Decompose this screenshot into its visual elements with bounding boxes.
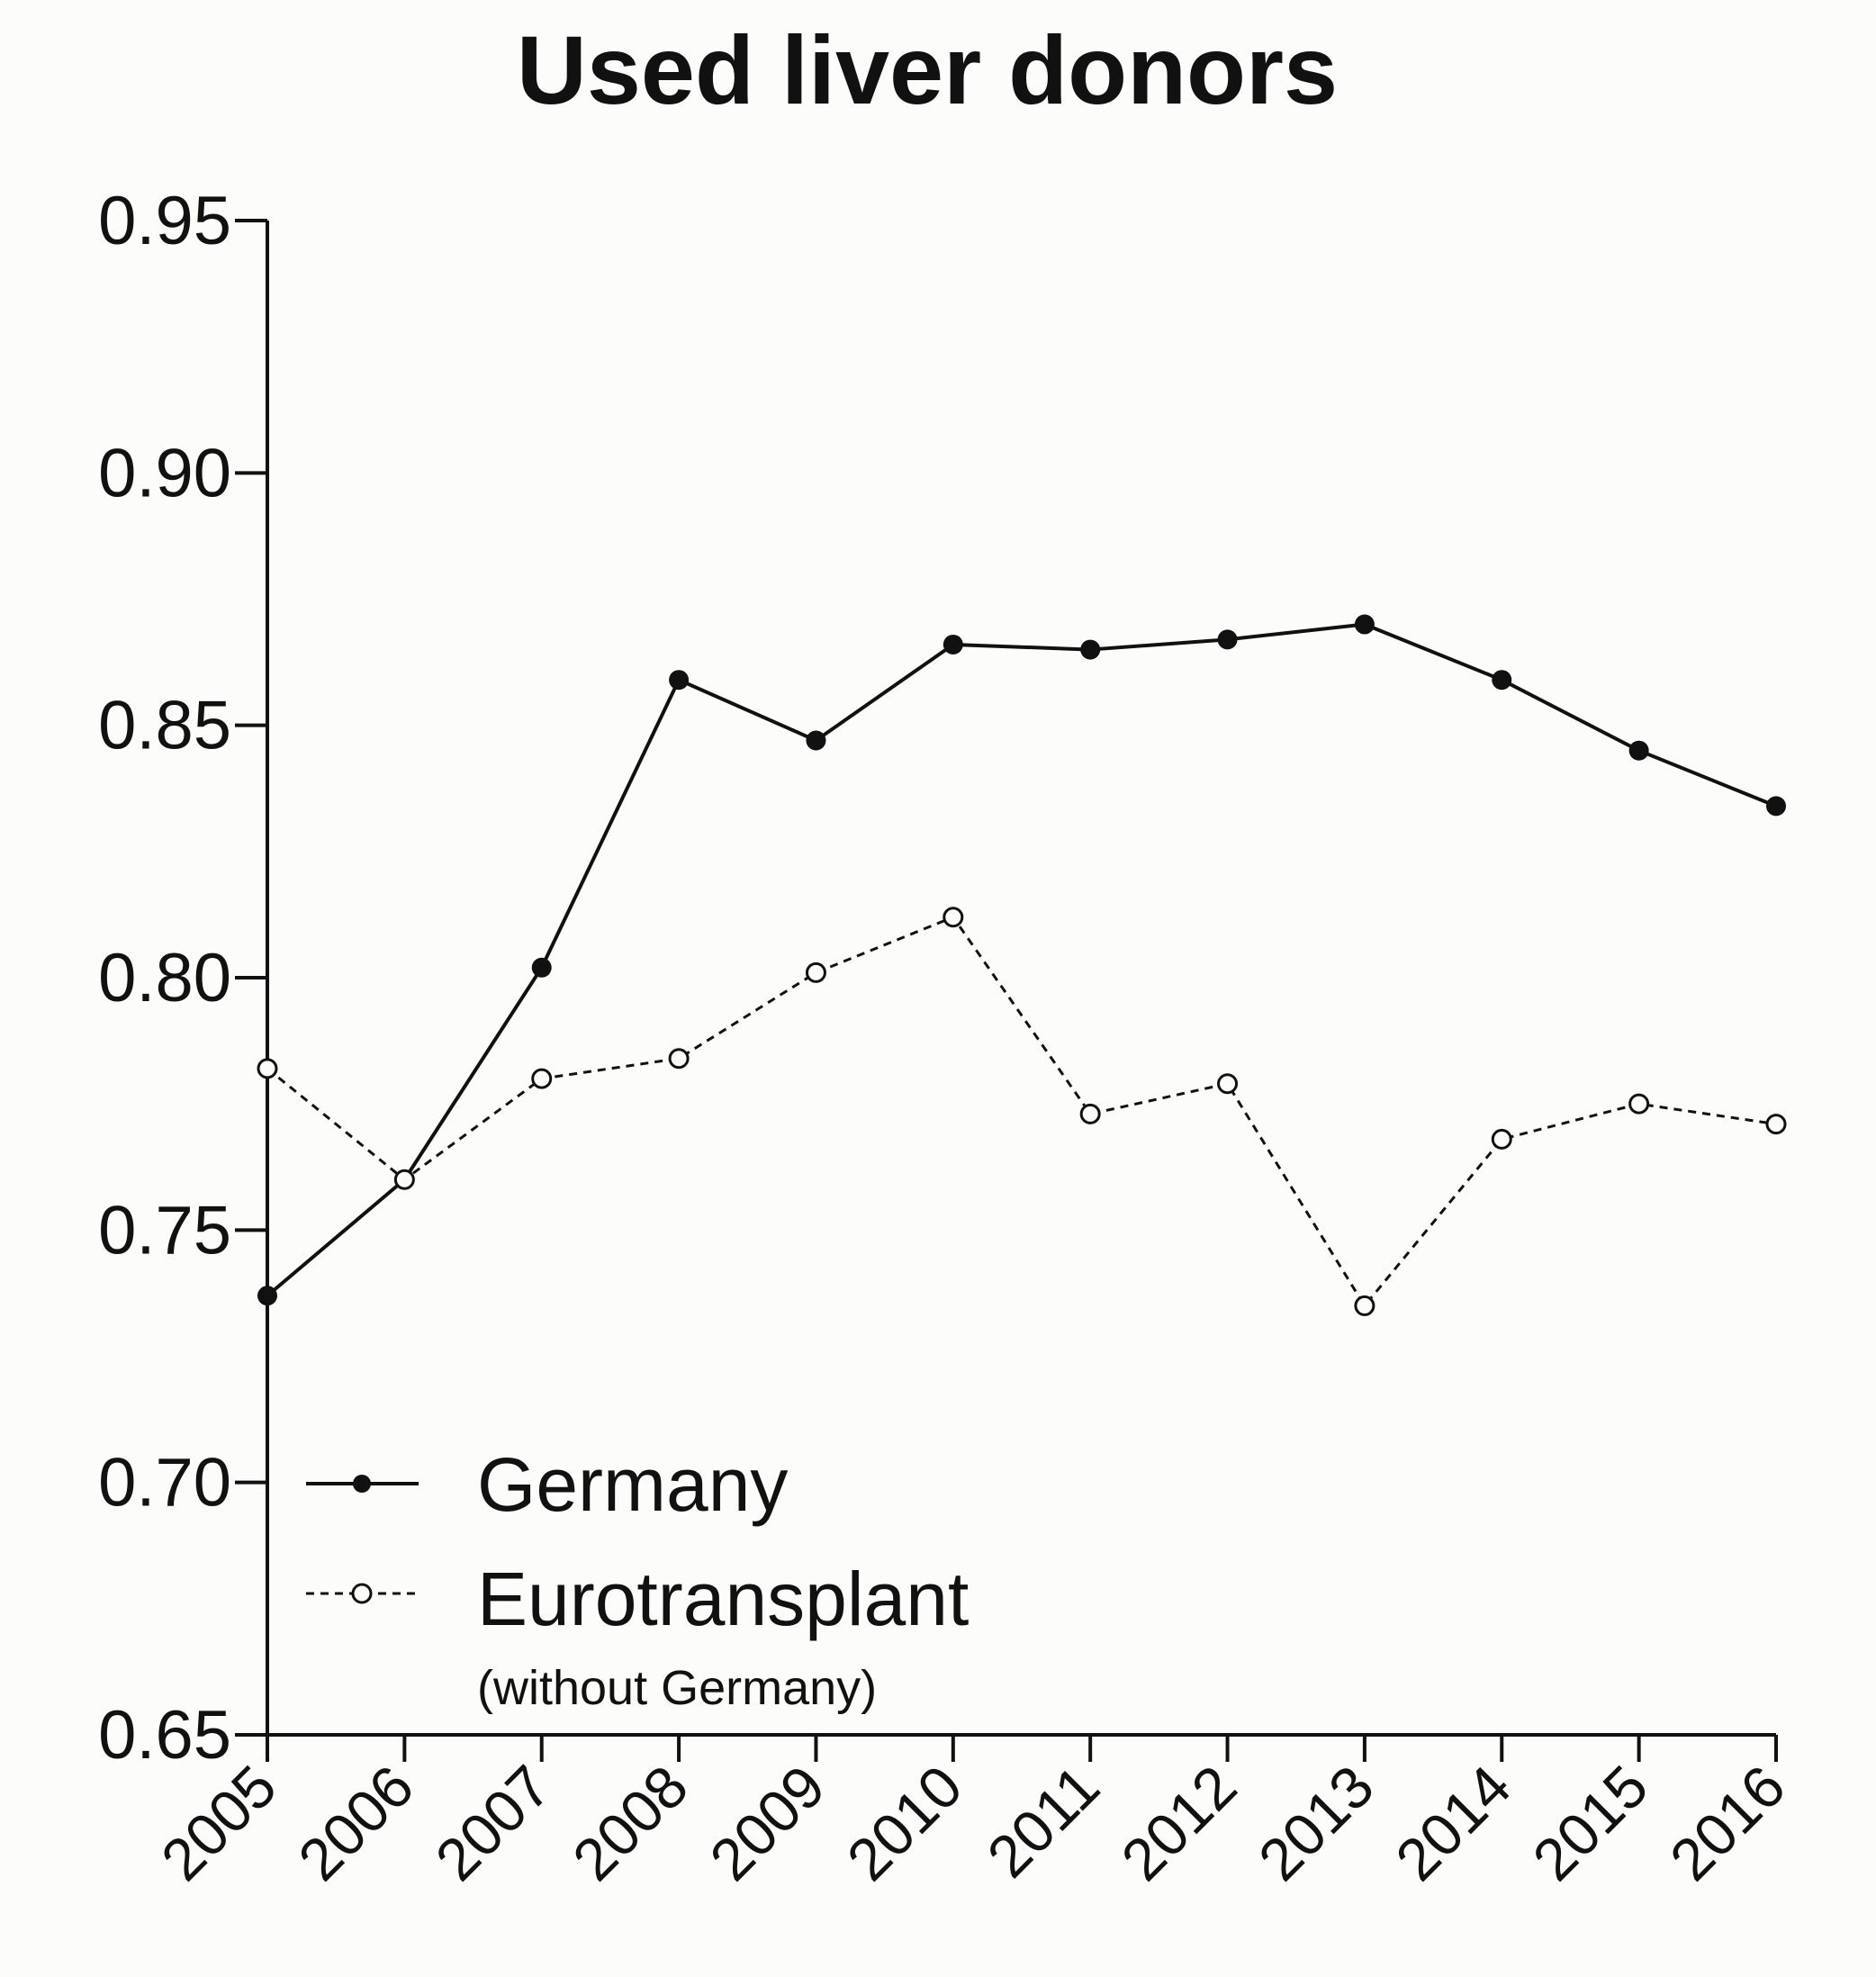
y-tick-label: 0.65 xyxy=(98,1697,231,1774)
y-tick-label: 0.70 xyxy=(98,1445,231,1521)
germany-point xyxy=(669,670,690,691)
eurotransplant-point xyxy=(393,1169,415,1190)
x-tick-label: 2014 xyxy=(1383,1753,1523,1893)
chart-title: Used liver donors xyxy=(517,15,1338,124)
eurotransplant-point xyxy=(1354,1295,1375,1316)
eurotransplant-point xyxy=(257,1058,278,1079)
series-lines xyxy=(266,622,1777,1307)
germany-point xyxy=(257,1286,277,1306)
legend-germany-label: Germany xyxy=(477,1442,788,1527)
y-tick-label: 0.90 xyxy=(98,435,231,511)
germany-point xyxy=(1354,614,1375,635)
y-ticks: 0.95 0.90 0.85 0.80 0.75 0.70 0.65 xyxy=(98,183,267,1774)
eurotransplant-point xyxy=(531,1068,553,1089)
y-tick-label: 0.80 xyxy=(98,940,231,1016)
eurotransplant-point xyxy=(1491,1128,1512,1150)
legend-germany-marker xyxy=(353,1475,371,1493)
eurotransplant-point xyxy=(1217,1073,1239,1095)
x-tick-label: 2010 xyxy=(834,1753,975,1893)
germany-point xyxy=(806,730,826,751)
germany-series-line xyxy=(266,622,1777,1297)
y-tick-label: 0.85 xyxy=(98,688,231,764)
eurotransplant-point xyxy=(805,961,826,983)
eurotransplant-point xyxy=(1079,1103,1101,1124)
y-tick-label: 0.75 xyxy=(98,1192,231,1268)
x-tick-label: 2006 xyxy=(285,1753,426,1893)
eurotransplant-series-line xyxy=(266,916,1777,1307)
germany-point xyxy=(1217,629,1238,650)
eurotransplant-point xyxy=(943,907,964,928)
x-tick-label: 2009 xyxy=(697,1753,837,1893)
x-tick-label: 2011 xyxy=(974,1753,1112,1891)
x-tick-label: 2012 xyxy=(1108,1753,1249,1893)
x-tick-label: 2013 xyxy=(1246,1753,1386,1893)
legend-eurotransplant-label: Eurotransplant xyxy=(477,1557,969,1641)
x-tick-label: 2008 xyxy=(560,1753,700,1893)
germany-point xyxy=(1492,670,1512,691)
germany-point xyxy=(1080,639,1101,660)
x-tick-label: 2007 xyxy=(422,1753,563,1893)
x-tick-label: 2015 xyxy=(1520,1753,1660,1893)
y-tick-label: 0.95 xyxy=(98,183,231,259)
eurotransplant-point xyxy=(1628,1093,1650,1115)
germany-point xyxy=(1766,796,1786,817)
series-markers xyxy=(257,614,1787,1316)
germany-point xyxy=(531,957,552,978)
legend-eurotransplant-subtitle: (without Germany) xyxy=(477,1661,877,1715)
eurotransplant-point xyxy=(668,1048,690,1070)
germany-point xyxy=(1628,740,1649,761)
eurotransplant-point xyxy=(1765,1114,1787,1135)
x-tick-label: 2016 xyxy=(1657,1753,1798,1893)
germany-point xyxy=(943,634,963,654)
legend-eurotransplant-marker xyxy=(351,1583,373,1604)
legend: Germany Eurotransplant (without Germany) xyxy=(306,1442,969,1715)
